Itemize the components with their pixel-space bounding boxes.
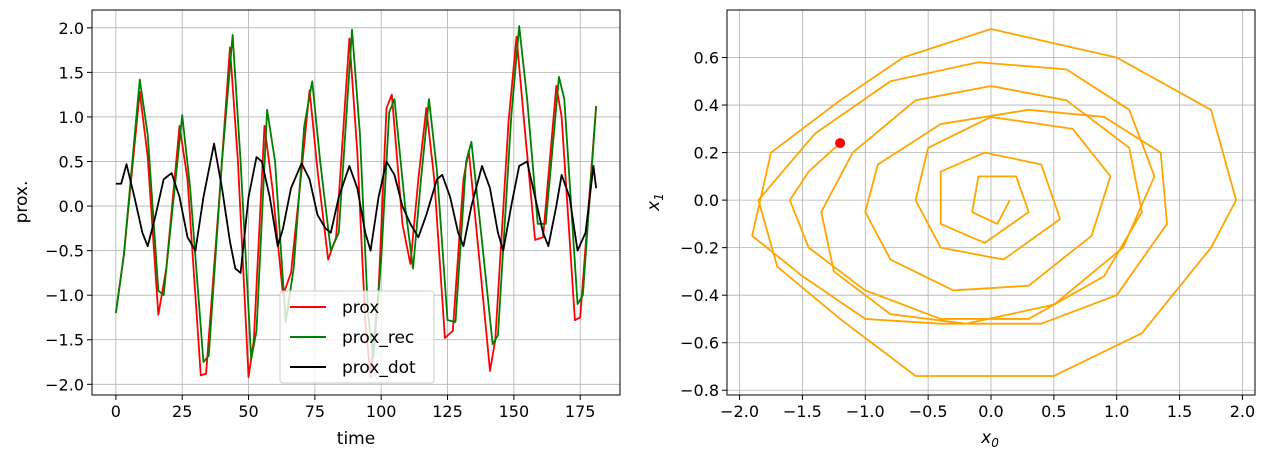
legend-label-prox: prox: [342, 298, 379, 318]
right-xtick-label-0: −2.0: [720, 402, 759, 421]
right-xtick-label-7: 1.5: [1167, 402, 1192, 421]
series-line-prox-dot: [115, 142, 598, 274]
left-series-lines: [114, 25, 598, 379]
left-ytick-label-6: 1.0: [59, 108, 84, 127]
left-ytick-label-7: 1.5: [59, 63, 84, 82]
left-xtick-label-7: 175: [565, 402, 596, 421]
right-xtick-label-6: 1.0: [1104, 402, 1129, 421]
legend-label-prox-dot: prox_dot: [342, 358, 416, 378]
left-ytick-label-3: −0.5: [45, 242, 84, 261]
series-line-prox-rec: [114, 25, 598, 363]
right-ticks: −2.0 −1.5 −1.0 −0.5 0.0 0.5 1.0 1.5 2.0 −0.8 −0.6 −…: [680, 49, 1255, 421]
right-grid: [727, 10, 1255, 395]
right-ylabel: x1: [644, 193, 666, 212]
phase-trajectory-line: [751, 28, 1238, 377]
left-ytick-label-2: −1.0: [45, 286, 84, 305]
series-line-prox: [114, 35, 598, 379]
left-xtick-label-6: 150: [499, 402, 530, 421]
legend-label-prox-rec: prox_rec: [342, 328, 414, 348]
left-ticks: 0 25 50 75 100 125 150 175 −2.0 −1.5 −1.0 −0.5 0.0 0.…: [45, 19, 595, 421]
left-ytick-label-1: −1.5: [45, 331, 84, 350]
right-xtick-label-1: −1.5: [783, 402, 822, 421]
right-xtick-label-5: 0.5: [1041, 402, 1066, 421]
left-xlabel: time: [337, 429, 375, 449]
left-ytick-label-5: 0.5: [59, 153, 84, 172]
left-ytick-label-8: 2.0: [59, 19, 84, 38]
start-point-marker: [835, 138, 846, 149]
left-xtick-label-2: 50: [238, 402, 258, 421]
phase-plot-chart: −2.0 −1.5 −1.0 −0.5 0.0 0.5 1.0 1.5 2.0 −0.8 −0.6 −…: [644, 9, 1256, 450]
left-xtick-label-3: 75: [305, 402, 325, 421]
right-xtick-label-2: −1.0: [846, 402, 885, 421]
time-series-chart: 0 25 50 75 100 125 150 175 −2.0 −1.5 −1.0 −0.5 0.0 0.…: [12, 9, 621, 449]
left-plot-frame: [91, 9, 621, 396]
right-xtick-label-4: 0.0: [978, 402, 1003, 421]
right-series-lines: [751, 28, 1238, 377]
right-ytick-label-6: 0.4: [694, 96, 719, 115]
left-xtick-label-5: 125: [432, 402, 463, 421]
left-ytick-label-0: −2.0: [45, 375, 84, 394]
legend: prox prox_rec prox_dot: [279, 290, 435, 384]
left-xtick-label-0: 0: [111, 402, 121, 421]
right-xlabel: x0: [980, 428, 999, 450]
left-ytick-label-4: 0.0: [59, 197, 84, 216]
right-xtick-label-3: −0.5: [909, 402, 948, 421]
right-ytick-label-4: 0.0: [694, 191, 719, 210]
right-ytick-label-7: 0.6: [694, 49, 719, 68]
right-ytick-label-1: −0.6: [680, 334, 719, 353]
right-xtick-label-8: 2.0: [1230, 402, 1255, 421]
right-ytick-label-0: −0.8: [680, 381, 719, 400]
left-xtick-label-4: 100: [366, 402, 397, 421]
right-ytick-label-3: −0.2: [680, 239, 719, 258]
left-ylabel: prox.: [12, 181, 32, 224]
right-ytick-label-5: 0.2: [694, 144, 719, 163]
left-xtick-label-1: 25: [172, 402, 192, 421]
right-ytick-label-2: −0.4: [680, 286, 719, 305]
legend-box: [279, 290, 435, 384]
